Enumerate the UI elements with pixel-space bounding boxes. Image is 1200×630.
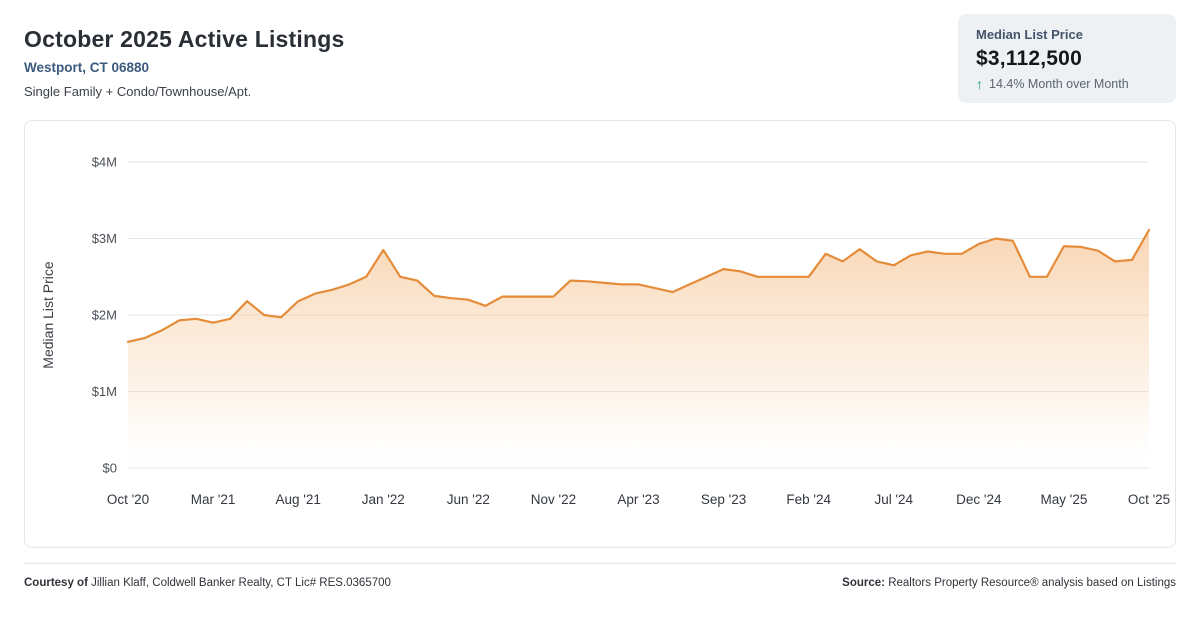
footer: Courtesy of Jillian Klaff, Coldwell Bank… [24,563,1176,589]
svg-text:Jan '22: Jan '22 [362,492,405,507]
svg-text:$0: $0 [103,461,117,476]
svg-text:Median List Price: Median List Price [40,261,56,369]
property-types-subtitle: Single Family + Condo/Townhouse/Apt. [24,84,252,99]
courtesy-label: Courtesy of [24,577,88,589]
source-label: Source: [842,577,885,589]
chart-axis-labels: $0 $1M $2M $3M $4M Oct '20 Mar '21 Aug '21 Jan '… [40,155,1170,508]
svg-text:May '25: May '25 [1040,492,1087,507]
chart-series [126,228,1151,468]
location-subtitle: Westport, CT 06880 [24,60,150,75]
source-text: Source: Realtors Property Resource® anal… [842,577,1176,589]
svg-text:Mar '21: Mar '21 [191,492,236,507]
svg-text:$2M: $2M [92,308,117,323]
svg-text:$3M: $3M [92,231,117,246]
svg-text:Oct '25: Oct '25 [1128,492,1170,507]
svg-text:Nov '22: Nov '22 [531,492,576,507]
chart-panel: $0 $1M $2M $3M $4M Oct '20 Mar '21 Aug '21 Jan '… [24,120,1176,548]
svg-text:Dec '24: Dec '24 [956,492,1002,507]
stat-label: Median List Price [976,27,1083,42]
arrow-up-icon: ↑ [976,76,983,92]
courtesy-text: Courtesy of Jillian Klaff, Coldwell Bank… [24,577,391,589]
svg-text:Oct '20: Oct '20 [107,492,149,507]
svg-text:Feb '24: Feb '24 [786,492,831,507]
svg-text:Jun '22: Jun '22 [447,492,490,507]
svg-text:$4M: $4M [92,155,117,170]
median-price-stat-card: Median List Price $3,112,500 ↑ 14.4% Mon… [958,14,1176,103]
svg-text:Jul '24: Jul '24 [874,492,913,507]
stat-value: $3,112,500 [976,47,1082,70]
svg-text:$1M: $1M [92,384,117,399]
median-price-area-chart: $0 $1M $2M $3M $4M Oct '20 Mar '21 Aug '21 Jan '… [40,155,1170,508]
stat-change: ↑ 14.4% Month over Month [976,77,1158,91]
svg-text:Aug '21: Aug '21 [275,492,320,507]
page-title: October 2025 Active Listings [24,26,345,52]
stat-change-text: 14.4% Month over Month [989,77,1129,91]
svg-text:Apr '23: Apr '23 [617,492,659,507]
header: October 2025 Active Listings Westport, C… [24,14,1176,103]
header-left: October 2025 Active Listings Westport, C… [24,14,344,99]
svg-text:Sep '23: Sep '23 [701,492,746,507]
